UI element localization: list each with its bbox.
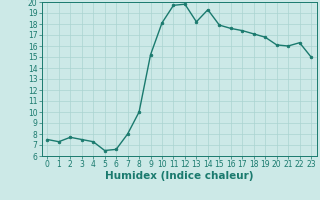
X-axis label: Humidex (Indice chaleur): Humidex (Indice chaleur) [105, 171, 253, 181]
